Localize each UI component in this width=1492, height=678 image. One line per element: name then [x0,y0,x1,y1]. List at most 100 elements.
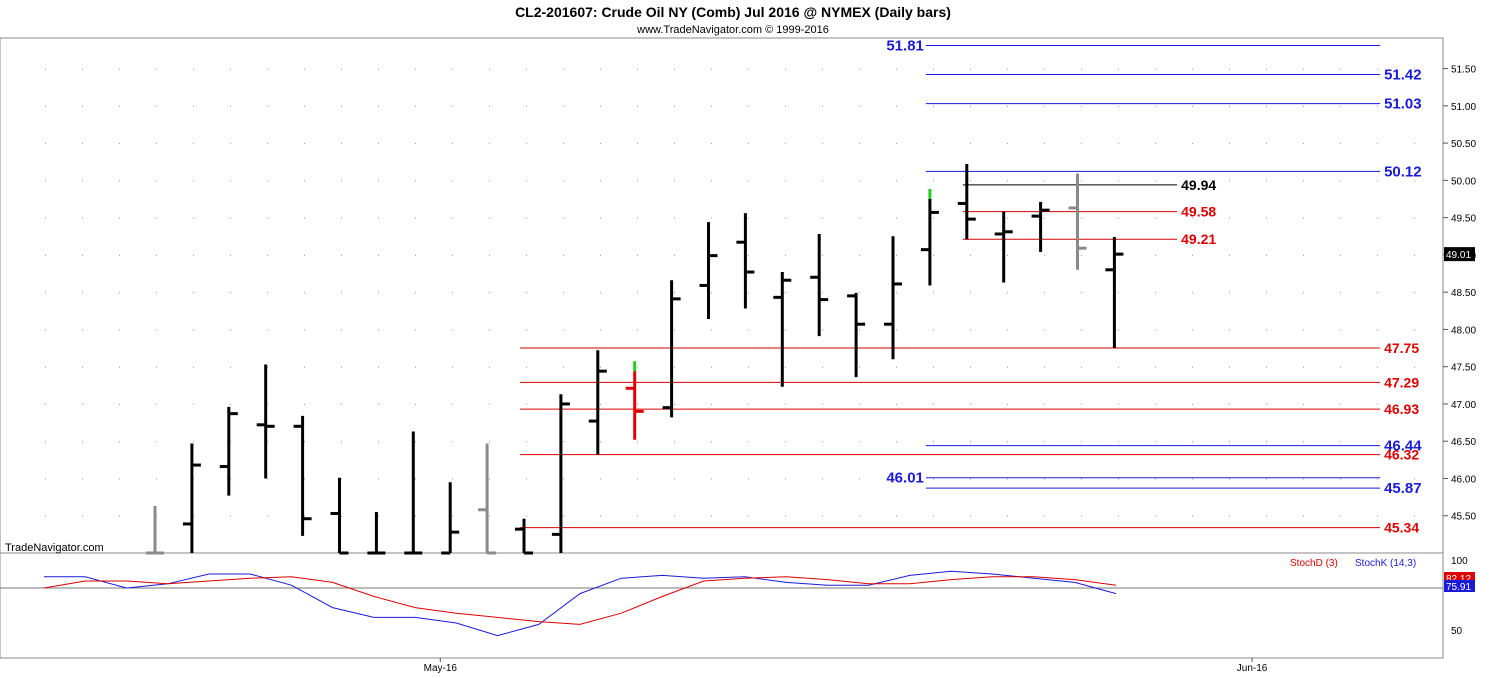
stochastic-value-label: 75.91 [1446,582,1471,593]
grid-dot [378,403,379,405]
grid-dot [341,366,342,368]
grid-dot [1340,68,1341,70]
grid-dot [526,68,527,70]
grid-dot [970,68,971,70]
grid-dot [970,180,971,182]
grid-dot [119,403,120,405]
grid-dot [378,180,379,182]
grid-dot [1044,515,1045,517]
grid-dot [896,515,897,517]
grid-dot [822,403,823,405]
grid-dot [415,143,416,145]
grid-dot [193,143,194,145]
grid-dot [859,441,860,443]
grid-dot [156,105,157,107]
grid-dot [1007,441,1008,443]
grid-dot [785,366,786,368]
grid-dot [1081,68,1082,70]
grid-dot [1007,180,1008,182]
level-label: 49.58 [1181,204,1216,220]
grid-dot [267,217,268,219]
grid-dot [785,515,786,517]
grid-dot [822,180,823,182]
grid-dot [1414,403,1415,405]
grid-dot [526,105,527,107]
grid-dot [193,441,194,443]
grid-dot [970,441,971,443]
grid-dot [341,143,342,145]
grid-dot [230,217,231,219]
grid-dot [1377,515,1378,517]
grid-dot [970,292,971,294]
grid-dot [785,329,786,331]
grid-dot [1081,143,1082,145]
grid-dot [341,329,342,331]
grid-dot [563,254,564,256]
grid-dot [970,105,971,107]
grid-dot [1192,478,1193,480]
grid-dot [45,143,46,145]
grid-dot [748,105,749,107]
grid-dot [1340,366,1341,368]
grid-dot [1155,292,1156,294]
grid-dot [785,143,786,145]
grid-dot [1377,329,1378,331]
grid-dot [822,441,823,443]
grid-dot [156,366,157,368]
grid-dot [1192,105,1193,107]
grid-dot [1229,478,1230,480]
grid-dot [378,366,379,368]
grid-dot [489,217,490,219]
grid-dot [156,254,157,256]
grid-dot [748,515,749,517]
grid-dot [1155,478,1156,480]
grid-dot [82,403,83,405]
grid-dot [156,292,157,294]
grid-dot [674,403,675,405]
grid-dot [1303,180,1304,182]
grid-dot [748,143,749,145]
level-label: 51.42 [1384,67,1422,84]
grid-dot [859,105,860,107]
grid-dot [711,292,712,294]
grid-dot [822,143,823,145]
grid-dot [1118,105,1119,107]
grid-dot [1303,143,1304,145]
grid-dot [1229,292,1230,294]
grid-dot [1266,329,1267,331]
grid-dot [341,254,342,256]
grid-dot [1118,403,1119,405]
price-axis-label: 49.50 [1451,214,1476,225]
grid-dot [563,217,564,219]
grid-dot [156,180,157,182]
grid-dot [82,143,83,145]
grid-dot [859,254,860,256]
grid-dot [526,403,527,405]
grid-dot [1414,441,1415,443]
grid-dot [637,366,638,368]
grid-dot [785,105,786,107]
grid-dot [415,68,416,70]
grid-dot [489,105,490,107]
grid-dot [156,217,157,219]
grid-dot [933,329,934,331]
grid-dot [489,180,490,182]
grid-dot [267,292,268,294]
grid-dot [1007,143,1008,145]
grid-dot [1266,403,1267,405]
grid-dot [637,403,638,405]
grid-dot [193,329,194,331]
grid-dot [1044,329,1045,331]
grid-dot [970,515,971,517]
grid-dot [748,68,749,70]
price-axis-label: 45.50 [1451,512,1476,523]
grid-dot [82,180,83,182]
grid-dot [304,180,305,182]
grid-dot [193,105,194,107]
grid-dot [119,441,120,443]
chart-watermark: TradeNavigator.com [5,542,104,554]
grid-dot [378,68,379,70]
grid-dot [304,254,305,256]
last-price-box [1444,247,1475,262]
grid-dot [193,403,194,405]
